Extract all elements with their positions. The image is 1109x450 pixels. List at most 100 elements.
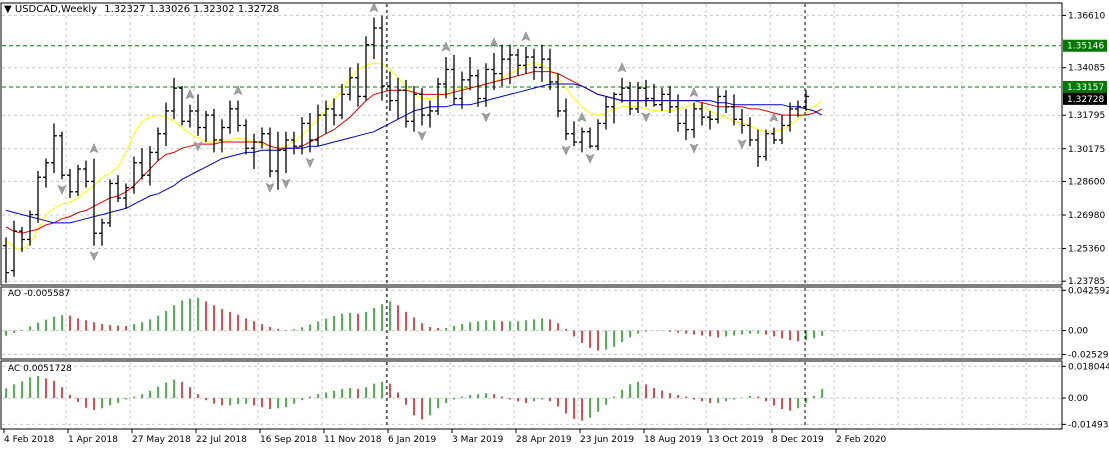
- fractal-down-arrow: [561, 145, 571, 156]
- fractal-up-arrow: [617, 62, 627, 73]
- ohlc-bar: [59, 131, 65, 180]
- ohlc-bar: [523, 46, 529, 74]
- ohlc-bar: [83, 160, 89, 188]
- ohlc-bar: [355, 63, 361, 107]
- indicator-tick-label: 0.042592: [1068, 286, 1109, 296]
- ohlc-bar: [611, 92, 617, 124]
- ohlc-bar: [75, 164, 81, 196]
- ohlc-bar: [691, 102, 697, 138]
- date-tick-label: 22 Jul 2018: [196, 435, 247, 445]
- level-price-text: 1.32728: [1067, 95, 1104, 105]
- ohlc-bar: [11, 220, 17, 277]
- date-tick-label: 2 Feb 2020: [836, 435, 887, 445]
- ohlc-bar: [371, 17, 377, 60]
- ohlc-bar: [531, 48, 537, 80]
- fractal-down-arrow: [689, 143, 699, 154]
- ohlc-bar: [403, 79, 409, 128]
- ohlc-bar: [251, 133, 257, 169]
- ohlc-bar: [283, 131, 289, 174]
- ohlc-bar: [243, 119, 249, 155]
- ohlc-bar: [715, 88, 721, 124]
- ohlc-bar: [211, 108, 217, 153]
- ohlc-bar: [123, 183, 129, 209]
- ohlc-bar: [771, 127, 777, 145]
- indicator-tick-label: 0.00: [1068, 327, 1088, 337]
- symbol-label: USDCAD,Weekly: [14, 4, 98, 15]
- collapse-triangle-icon[interactable]: ▼: [4, 4, 12, 15]
- ohlc-bar: [115, 175, 121, 203]
- level-price-text: 1.33157: [1067, 83, 1104, 93]
- ohlc-bar: [179, 86, 185, 126]
- ohlc-bar: [683, 108, 689, 140]
- price-tick-label: 1.34085: [1068, 64, 1105, 74]
- date-tick-label: 23 Jun 2019: [580, 435, 634, 445]
- ohlc-bar: [235, 100, 241, 132]
- date-tick-label: 11 Nov 2018: [324, 435, 382, 445]
- fractal-down-arrow: [57, 184, 67, 195]
- ohlc-bar: [595, 119, 601, 151]
- ohlc-bar: [19, 227, 25, 252]
- fractal-down-arrow: [305, 157, 315, 169]
- ohlc-bar: [323, 100, 329, 134]
- ohlc-bar: [635, 81, 641, 114]
- ohlc-bar: [363, 36, 369, 101]
- ohlc-bar: [651, 84, 657, 107]
- indicator-tick-label: 0.00: [1068, 394, 1088, 404]
- ohlc-bar: [747, 117, 753, 147]
- ohlc-bar: [91, 158, 97, 246]
- fractal-up-arrow: [521, 31, 531, 42]
- ac-histogram: [5, 376, 823, 421]
- ohlc-bar: [43, 158, 49, 188]
- price-tick-label: 1.31795: [1068, 111, 1105, 121]
- ohlc-bar: [419, 88, 425, 126]
- fractal-up-arrow: [489, 37, 499, 48]
- fractal-up-arrow: [233, 84, 243, 96]
- ohlc-bar: [291, 131, 297, 155]
- ohlc-bar: [411, 86, 417, 132]
- ohlc-bar: [443, 57, 449, 99]
- ohlc-bar: [699, 102, 705, 126]
- ohlc-bar: [579, 127, 585, 153]
- ohlc-bar: [339, 84, 345, 120]
- price-tick-label: 1.36610: [1068, 11, 1105, 21]
- level-price-tag: [1063, 92, 1107, 105]
- ohlc-bar: [395, 77, 401, 120]
- ohlc-bar: [507, 44, 513, 84]
- ohlc-bar: [203, 110, 209, 143]
- price-tick-label: 1.28600: [1068, 177, 1105, 187]
- ohlc-bar: [475, 69, 481, 107]
- ohlc-bar: [787, 102, 793, 132]
- ohlc-bar: [331, 98, 337, 126]
- ohlc-bar: [499, 44, 505, 87]
- date-tick-label: 6 Jan 2019: [388, 435, 436, 445]
- ohlc-bar: [131, 156, 137, 194]
- level-price-tag: [1063, 80, 1107, 93]
- symbol-header: ▼ USDCAD,Weekly 1.32327 1.33026 1.32302 …: [4, 4, 279, 15]
- date-tick-label: 18 Aug 2019: [644, 435, 702, 445]
- ohlc-bar: [107, 179, 113, 228]
- ohlc-bar: [187, 104, 193, 128]
- ohlc-bar: [171, 77, 177, 120]
- ohlc-bar: [723, 90, 729, 114]
- ohlc-bar: [571, 121, 577, 147]
- ohlc-bar: [347, 67, 353, 101]
- ohlc-bar: [515, 48, 521, 76]
- ohlc-bar: [259, 127, 265, 149]
- ohlc-bar: [315, 104, 321, 147]
- ao-pane-frame: [0, 286, 1063, 360]
- level-price-text: 1.35146: [1067, 42, 1104, 52]
- fractal-down-arrow: [641, 112, 651, 123]
- fractal-down-arrow: [585, 153, 595, 164]
- ohlc-bar: [267, 127, 273, 178]
- ohlc-bar: [563, 98, 569, 140]
- ohlc-bar: [667, 86, 673, 114]
- ohlc-bar: [51, 123, 57, 174]
- ohlc-bar: [427, 100, 433, 128]
- ohlc-bar: [155, 127, 161, 161]
- fractal-down-arrow: [737, 139, 747, 150]
- ohlc-bar: [707, 110, 713, 130]
- ohlc-label: 1.32327 1.33026 1.32302 1.32728: [104, 4, 280, 15]
- fractal-up-arrow: [769, 111, 779, 123]
- ohlc-bar: [35, 171, 41, 223]
